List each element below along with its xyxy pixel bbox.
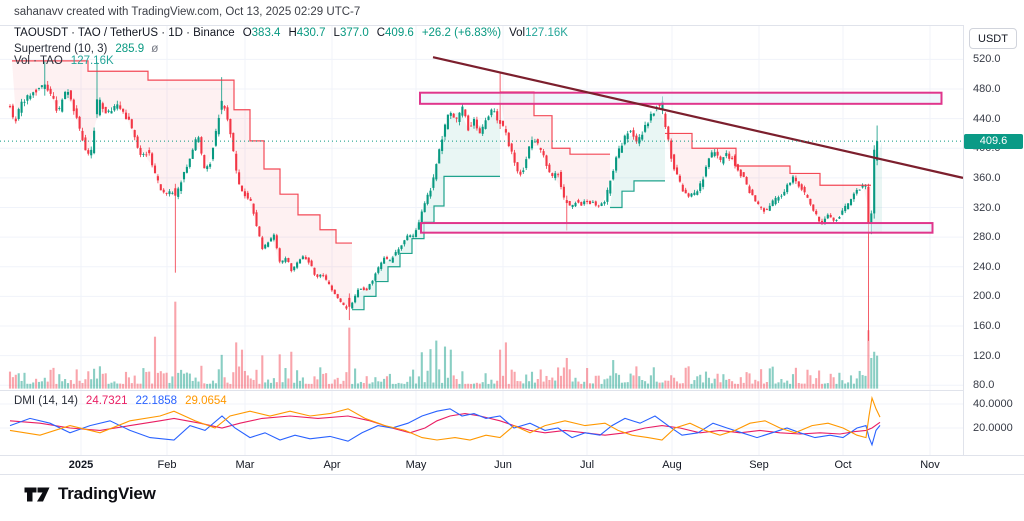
chart-top-border	[0, 25, 1024, 26]
last-price-badge: 409.6	[964, 133, 1023, 149]
price-tick: 120.0	[973, 349, 1001, 362]
open-label: O	[242, 27, 252, 39]
brand-name: TradingView	[58, 484, 156, 503]
time-tick: Nov	[920, 459, 940, 471]
dmi-adx-value: 24.7321	[85, 395, 128, 407]
symbol-legend[interactable]: TAOUSDT · TAO / TetherUS · 1D · Binance O…	[14, 27, 568, 39]
dmi-tick: 40.0000	[973, 398, 1013, 410]
price-tick: 520.0	[973, 53, 1001, 66]
low-value: 377.0	[339, 27, 369, 39]
price-tick: 240.0	[973, 260, 1001, 273]
time-tick: Jun	[494, 459, 512, 471]
price-axis[interactable]: USDT 520.0480.0440.0400.0360.0320.0280.0…	[964, 25, 1024, 391]
close-label: C	[376, 27, 386, 39]
time-tick: May	[405, 459, 427, 471]
dmi-tick: 20.0000	[973, 422, 1013, 434]
supertrend-value: 285.9	[115, 43, 145, 55]
panel-separator[interactable]	[0, 390, 1024, 391]
price-tick: 200.0	[973, 290, 1001, 303]
dmi-di-minus-value: 29.0654	[185, 395, 227, 407]
price-tick: 320.0	[973, 201, 1001, 214]
high-value: 430.7	[296, 27, 326, 39]
price-tick: 360.0	[973, 171, 1001, 184]
price-tick: 480.0	[973, 83, 1001, 95]
volume-indicator-value: 127.16K	[70, 55, 114, 67]
volume-indicator-name[interactable]: Vol · TAO	[14, 55, 63, 67]
attribution-text: sahanavv created with TradingView.com, O…	[14, 6, 361, 18]
dmi-di-plus-value: 22.1858	[135, 395, 178, 407]
dmi-legend[interactable]: DMI (14, 14) 24.7321 22.1858 29.0654	[14, 395, 227, 407]
time-axis-separator	[0, 455, 1024, 456]
dmi-axis[interactable]: 40.0000 20.0000	[964, 391, 1024, 455]
price-tick: 440.0	[973, 112, 1001, 125]
time-tick: Jul	[579, 459, 595, 471]
hide-indicator-icon[interactable]: ø	[151, 41, 159, 55]
time-tick: Apr	[323, 459, 341, 471]
high-label: H	[288, 27, 297, 39]
price-tick: 80.0	[973, 379, 995, 392]
time-tick: 2025	[68, 459, 94, 471]
volume-indicator-legend[interactable]: Vol · TAO 127.16K	[14, 55, 114, 67]
time-tick: Mar	[235, 459, 255, 471]
close-value: 409.6	[385, 27, 414, 39]
time-tick: Sep	[749, 459, 769, 471]
price-tick: 160.0	[973, 320, 1001, 332]
low-label: L	[333, 27, 340, 39]
time-tick: Oct	[834, 459, 852, 471]
chart-bottom-border	[0, 474, 1024, 475]
volume-label: Vol	[509, 27, 526, 39]
open-value: 383.4	[251, 27, 281, 39]
time-tick: Feb	[157, 459, 177, 471]
currency-button[interactable]: USDT	[969, 28, 1017, 49]
dmi-name[interactable]: DMI (14, 14)	[14, 395, 78, 407]
price-axis-border	[963, 25, 964, 474]
price-tick: 280.0	[973, 231, 1001, 244]
volume-value: 127.16K	[525, 27, 568, 39]
change-value: +26.2 (+6.83%)	[421, 27, 502, 39]
time-axis[interactable]: 2025 Feb Mar Apr May Jun Jul Aug Sep Oct Nov	[0, 456, 1024, 474]
tradingview-logo-icon	[24, 487, 50, 502]
supertrend-name[interactable]: Supertrend (10, 3)	[14, 43, 108, 55]
symbol-title[interactable]: TAOUSDT · TAO / TetherUS · 1D · Binance	[14, 27, 235, 39]
supertrend-legend[interactable]: Supertrend (10, 3) 285.9 ø	[14, 41, 158, 55]
tradingview-branding[interactable]: TradingView	[24, 484, 156, 504]
time-tick: Aug	[662, 459, 682, 471]
